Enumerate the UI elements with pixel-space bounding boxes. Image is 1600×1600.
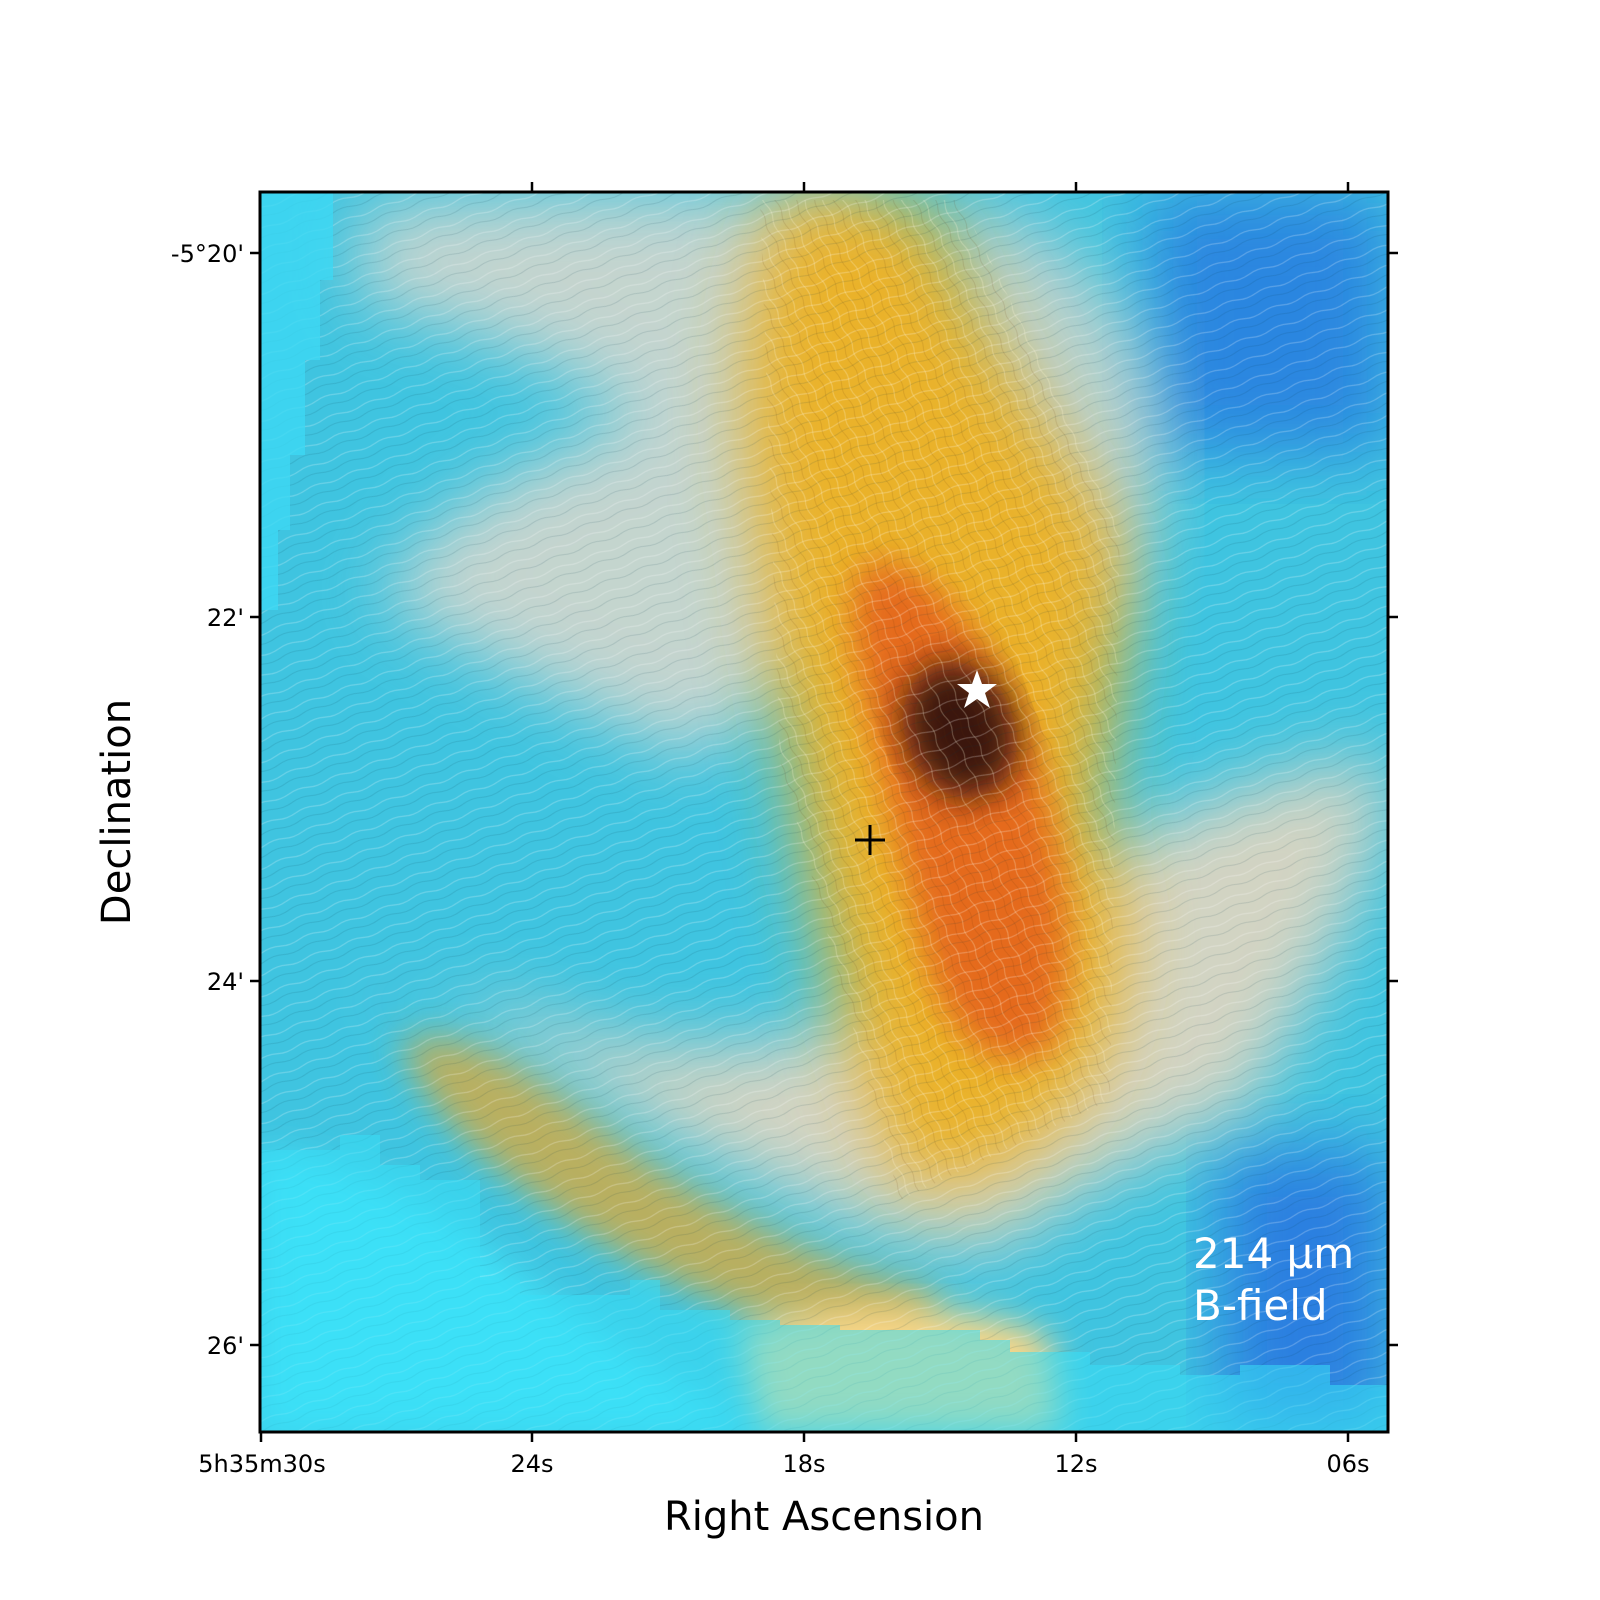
x-tick-label: 18s bbox=[782, 1450, 825, 1478]
field-label: B-field bbox=[1193, 1281, 1328, 1330]
x-tick-label: 12s bbox=[1054, 1450, 1097, 1478]
x-tick-label: 24s bbox=[510, 1450, 553, 1478]
y-ticks bbox=[250, 251, 1398, 1347]
y-axis-title: Declination bbox=[94, 699, 140, 925]
y-tick-label: -5°20' bbox=[171, 240, 244, 268]
wavelength-label: 214 μm bbox=[1193, 1229, 1354, 1278]
x-axis-title: Right Ascension bbox=[664, 1494, 984, 1540]
cross-marker-icon bbox=[855, 825, 885, 855]
x-tick-label: 06s bbox=[1326, 1450, 1369, 1478]
y-tick-label: 22' bbox=[207, 604, 244, 632]
intensity-map bbox=[260, 192, 1388, 1432]
star-marker-icon bbox=[957, 670, 997, 708]
y-tick-label: 24' bbox=[207, 968, 244, 996]
x-ticks bbox=[259, 182, 1350, 1442]
y-tick-label: 26' bbox=[207, 1332, 244, 1360]
plot-frame bbox=[258, 190, 1390, 1434]
x-tick-label: 5h35m30s bbox=[198, 1450, 325, 1478]
